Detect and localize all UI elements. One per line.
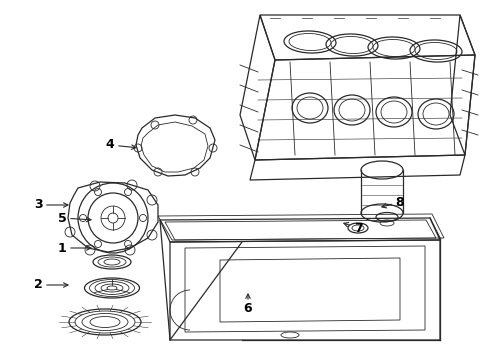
Text: 3: 3 <box>34 198 42 211</box>
Text: 4: 4 <box>106 139 114 152</box>
Text: 6: 6 <box>244 302 252 315</box>
Text: 2: 2 <box>34 279 42 292</box>
Text: 5: 5 <box>58 211 66 225</box>
Text: 1: 1 <box>58 242 66 255</box>
Text: 7: 7 <box>354 221 363 234</box>
Text: 8: 8 <box>396 195 404 208</box>
